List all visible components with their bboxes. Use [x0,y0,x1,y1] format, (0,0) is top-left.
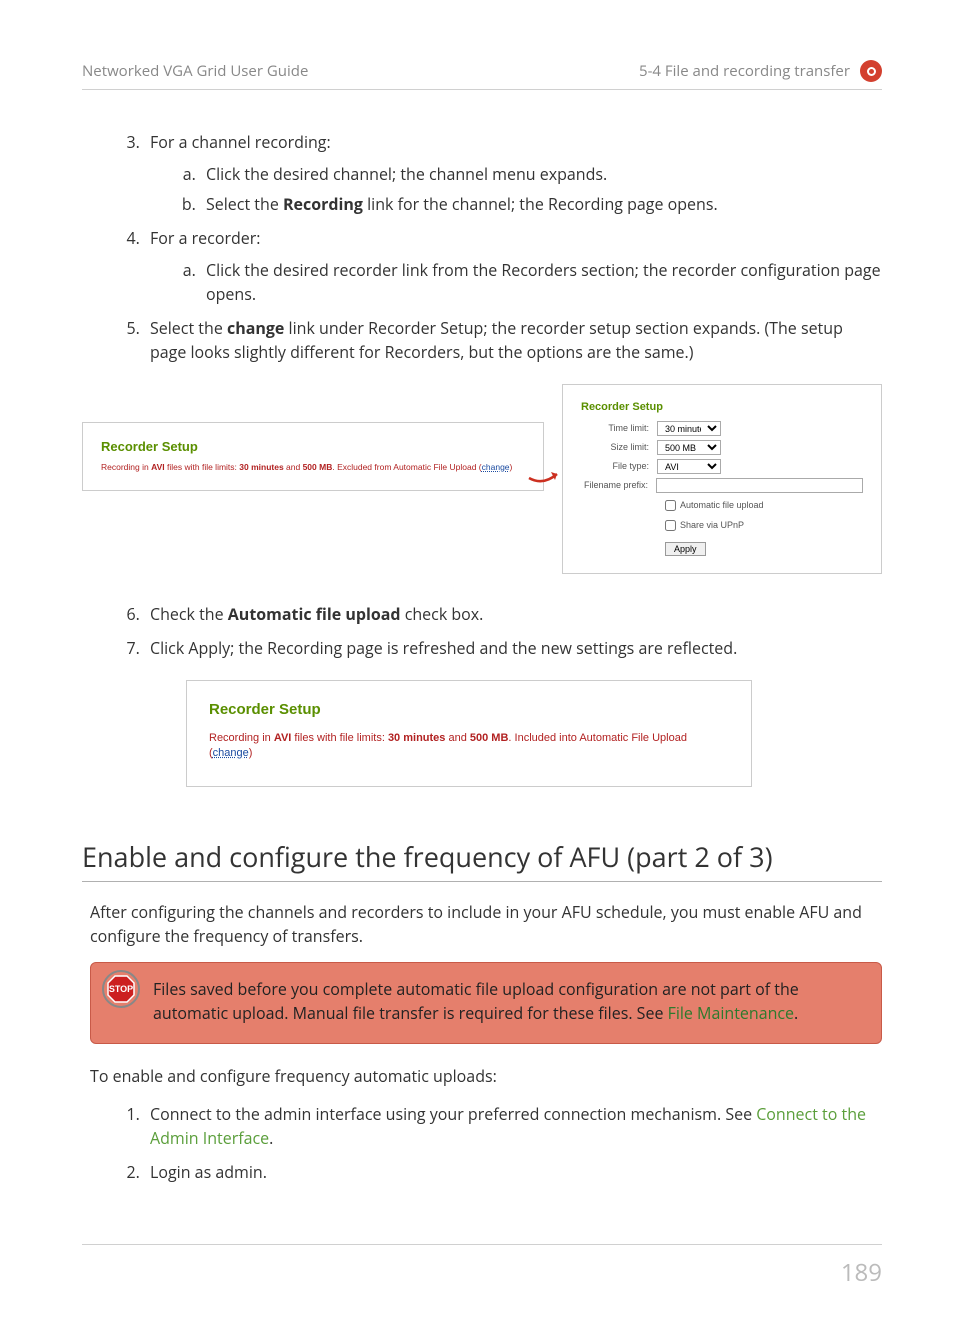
screenshot-row: Recorder Setup Recording in AVI files wi… [82,384,882,574]
size-limit-row: Size limit: 500 MB [581,440,863,455]
step-3b: Select the Recording link for the channe… [200,192,882,216]
page-number: 189 [82,1244,882,1291]
recorder-setup-result-panel: Recorder Setup Recording in AVI files wi… [186,680,752,787]
panel-left-title: Recorder Setup [101,437,525,457]
step-3a: Click the desired channel; the channel m… [200,162,882,186]
size-limit-select[interactable]: 500 MB [657,440,721,455]
panel-left-desc: Recording in AVI files with file limits:… [101,462,525,474]
file-type-label: File type: [581,460,657,474]
file-type-row: File type: AVI [581,459,863,474]
stop-callout: STOP Files saved before you complete aut… [90,962,882,1044]
step-5: Select the change link under Recorder Se… [144,316,882,364]
step-4a: Click the desired recorder link from the… [200,258,882,306]
svg-text:STOP: STOP [109,984,133,994]
header-right-group: 5-4 File and recording transfer [639,60,882,83]
wide-panel-title: Recorder Setup [209,699,729,722]
recorder-setup-collapsed-panel: Recorder Setup Recording in AVI files wi… [82,422,544,491]
afu-step-1: Connect to the admin interface using you… [144,1102,882,1150]
upnp-checkbox[interactable] [665,520,676,531]
change-link[interactable]: change [482,462,510,472]
step-3: For a channel recording: Click the desir… [144,130,882,216]
size-limit-label: Size limit: [581,441,657,455]
auto-upload-label: Automatic file upload [680,499,764,513]
change-link-2[interactable]: change [213,747,249,759]
prefix-input[interactable] [656,478,863,493]
step-6: Check the Automatic file upload check bo… [144,602,882,626]
lead-text: To enable and configure frequency automa… [90,1064,882,1088]
step-4-text: For a recorder: [150,227,261,249]
step-3-sublist: Click the desired channel; the channel m… [150,162,882,216]
instruction-list-2: Check the Automatic file upload check bo… [82,602,882,660]
section-intro: After configuring the channels and recor… [90,900,882,948]
afu-step-2: Login as admin. [144,1160,882,1184]
file-maintenance-link[interactable]: File Maintenance [668,1002,794,1024]
header-section: 5-4 File and recording transfer [639,60,850,83]
header-left: Networked VGA Grid User Guide [82,60,308,83]
page-header: Networked VGA Grid User Guide 5-4 File a… [82,60,882,90]
upnp-label: Share via UPnP [680,519,744,533]
upnp-row: Share via UPnP [665,519,863,533]
step-4-sublist: Click the desired recorder link from the… [150,258,882,306]
arrow-icon [527,464,567,488]
section-heading: Enable and configure the frequency of AF… [82,837,882,883]
stop-icon: STOP [101,969,141,1009]
step-7: Click Apply; the Recording page is refre… [144,636,882,660]
recorder-setup-expanded-panel: Recorder Setup Time limit: 30 minutes Si… [562,384,882,574]
time-limit-select[interactable]: 30 minutes [657,421,721,436]
step-4: For a recorder: Click the desired record… [144,226,882,306]
panel-right-title: Recorder Setup [581,399,863,416]
auto-upload-row: Automatic file upload [665,499,863,513]
time-limit-row: Time limit: 30 minutes [581,421,863,436]
file-type-select[interactable]: AVI [657,459,721,474]
instruction-list: For a channel recording: Click the desir… [82,130,882,364]
auto-upload-checkbox[interactable] [665,500,676,511]
prefix-row: Filename prefix: [581,478,863,493]
time-limit-label: Time limit: [581,422,657,436]
brand-logo-icon [860,60,882,82]
afu-steps: Connect to the admin interface using you… [82,1102,882,1184]
wide-panel-desc: Recording in AVI files with file limits:… [209,731,729,762]
step-3-text: For a channel recording: [150,131,331,153]
apply-button[interactable]: Apply [665,542,706,556]
prefix-label: Filename prefix: [581,479,656,493]
